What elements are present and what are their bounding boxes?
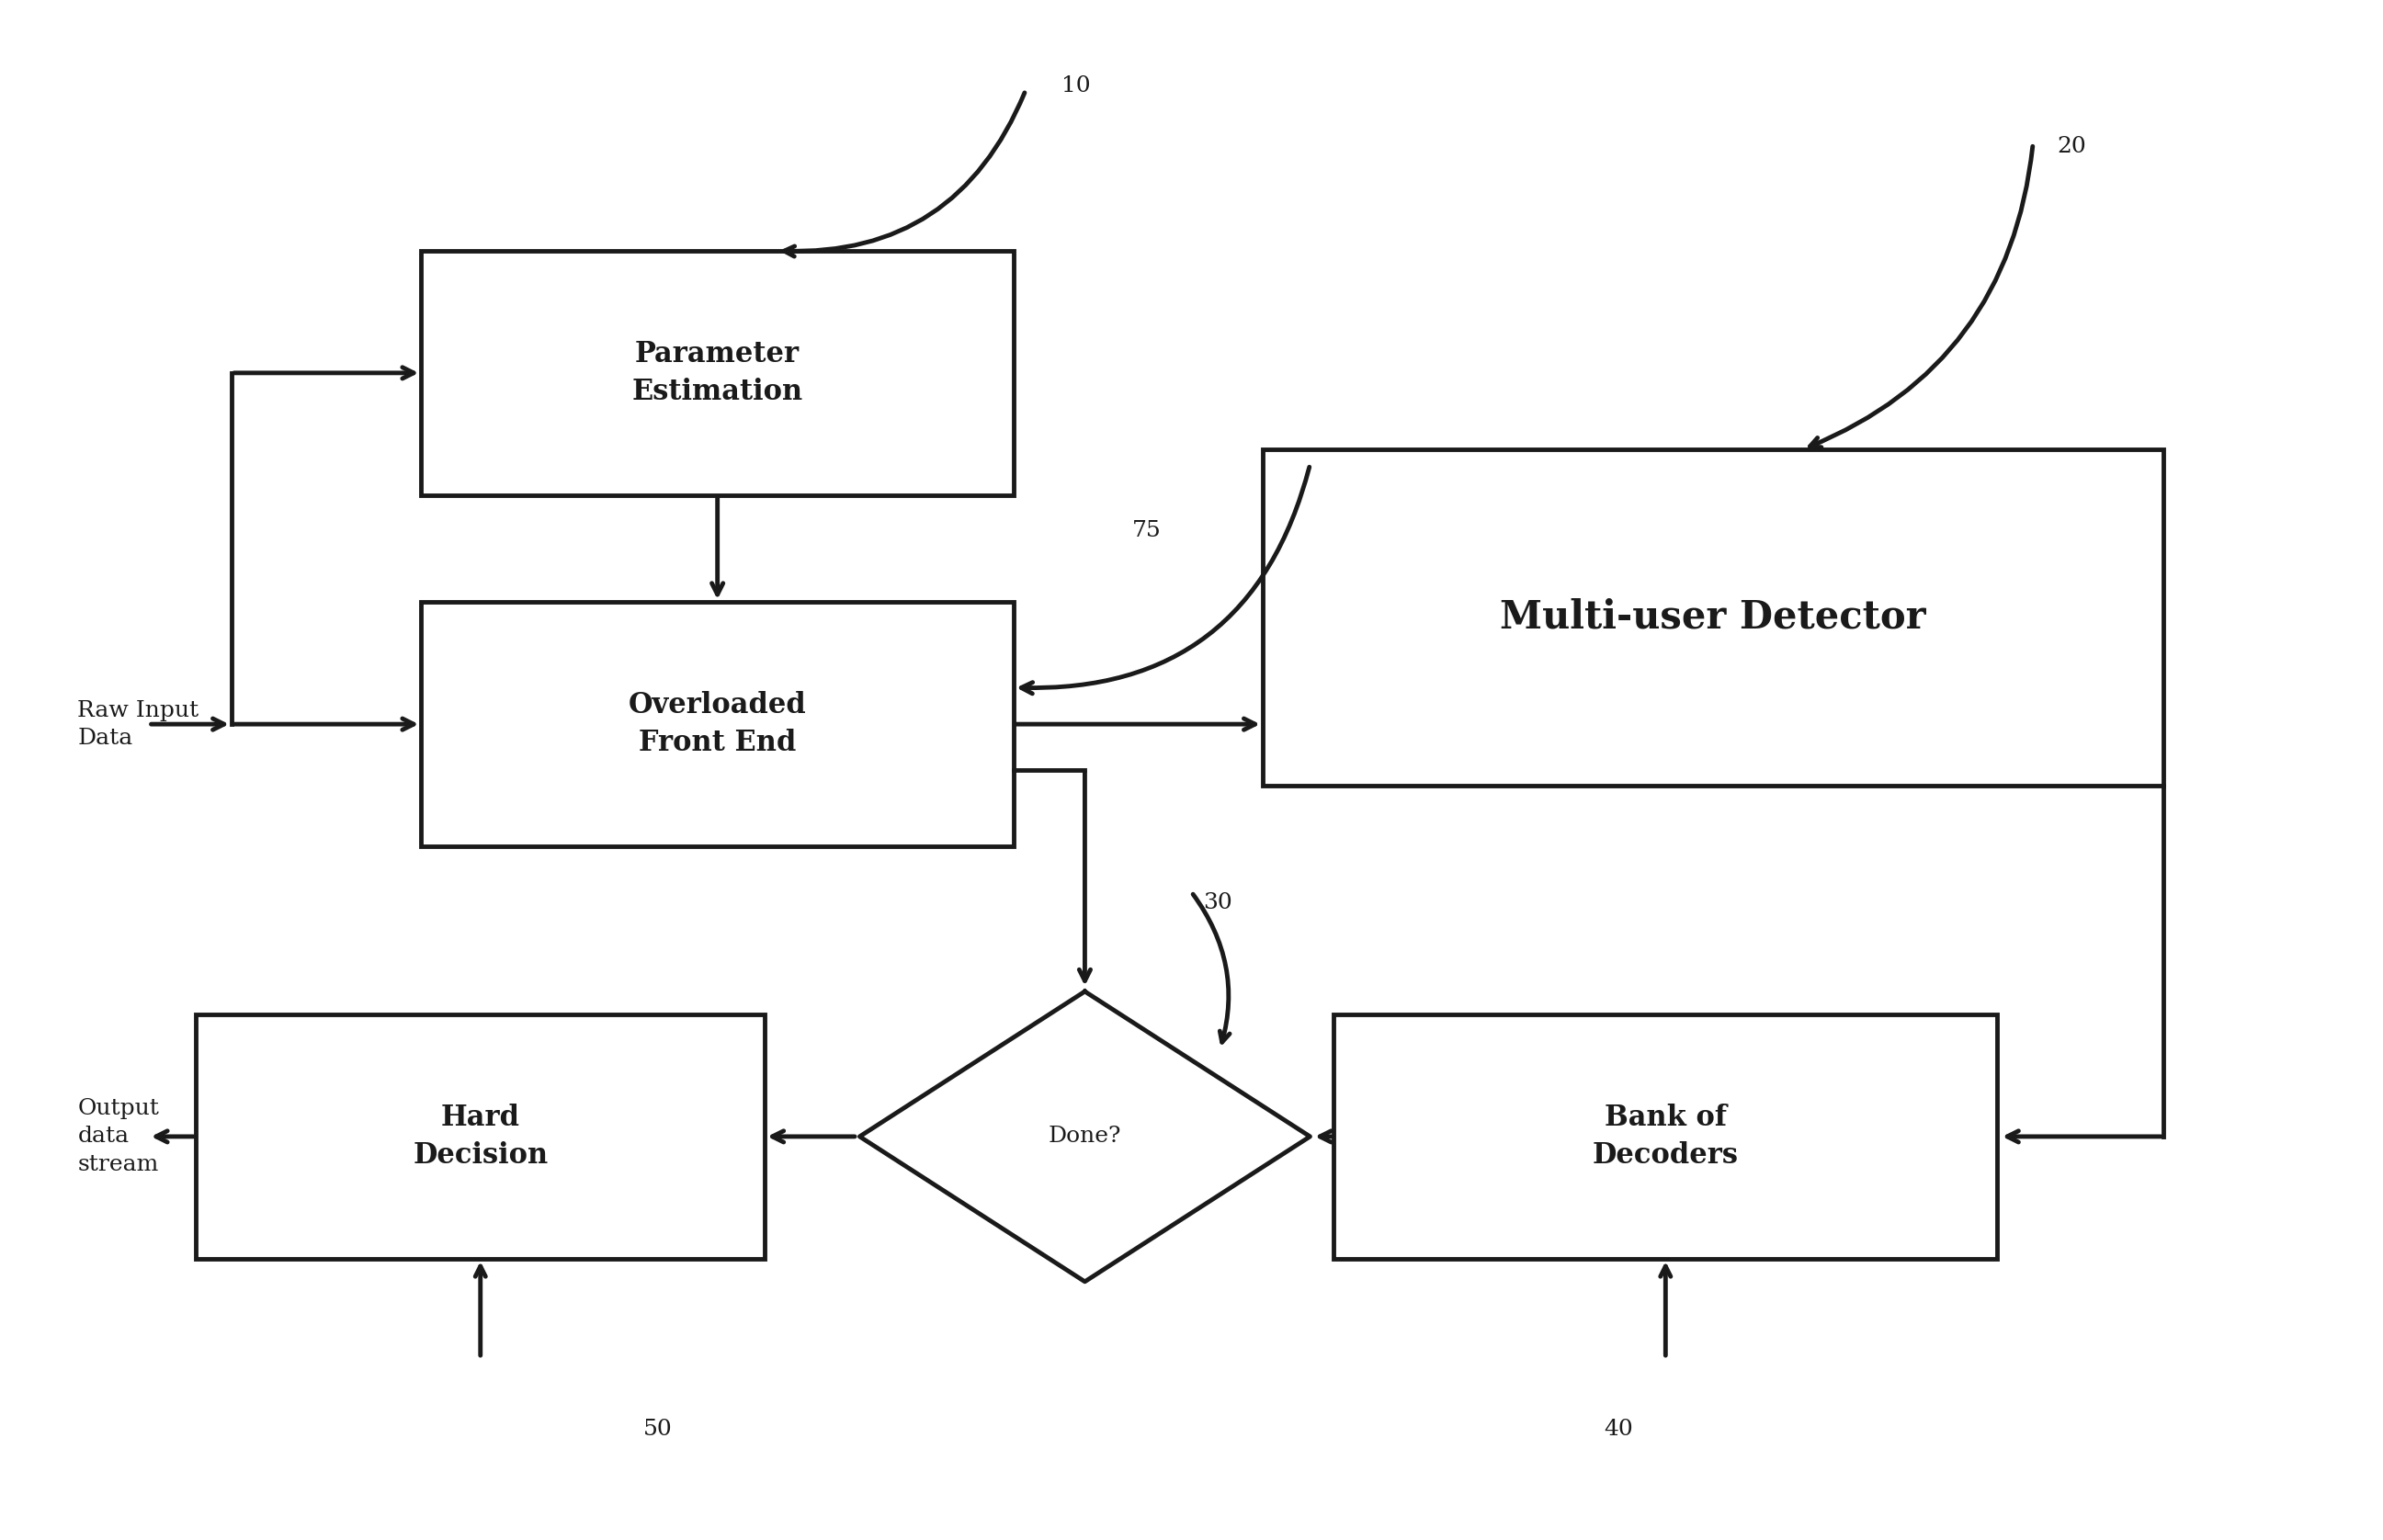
Text: Hard
Decision: Hard Decision bbox=[412, 1104, 548, 1169]
Text: Bank of
Decoders: Bank of Decoders bbox=[1592, 1104, 1740, 1169]
FancyBboxPatch shape bbox=[422, 602, 1013, 847]
Text: 10: 10 bbox=[1060, 75, 1089, 95]
Text: 20: 20 bbox=[2057, 136, 2085, 157]
FancyBboxPatch shape bbox=[195, 1015, 765, 1258]
Text: Output
data
stream: Output data stream bbox=[79, 1098, 160, 1175]
FancyBboxPatch shape bbox=[1334, 1015, 1997, 1258]
Text: 50: 50 bbox=[643, 1418, 672, 1440]
Text: Overloaded
Front End: Overloaded Front End bbox=[629, 691, 805, 758]
Text: 40: 40 bbox=[1604, 1418, 1632, 1440]
FancyBboxPatch shape bbox=[422, 251, 1013, 494]
Text: Done?: Done? bbox=[1049, 1126, 1122, 1147]
Text: Raw Input
Data: Raw Input Data bbox=[79, 699, 198, 748]
Text: Parameter
Estimation: Parameter Estimation bbox=[631, 340, 803, 407]
Polygon shape bbox=[860, 992, 1311, 1281]
Text: Multi-user Detector: Multi-user Detector bbox=[1499, 598, 1925, 636]
FancyBboxPatch shape bbox=[1263, 450, 2164, 785]
Text: 75: 75 bbox=[1132, 521, 1161, 541]
Text: 30: 30 bbox=[1203, 892, 1232, 913]
